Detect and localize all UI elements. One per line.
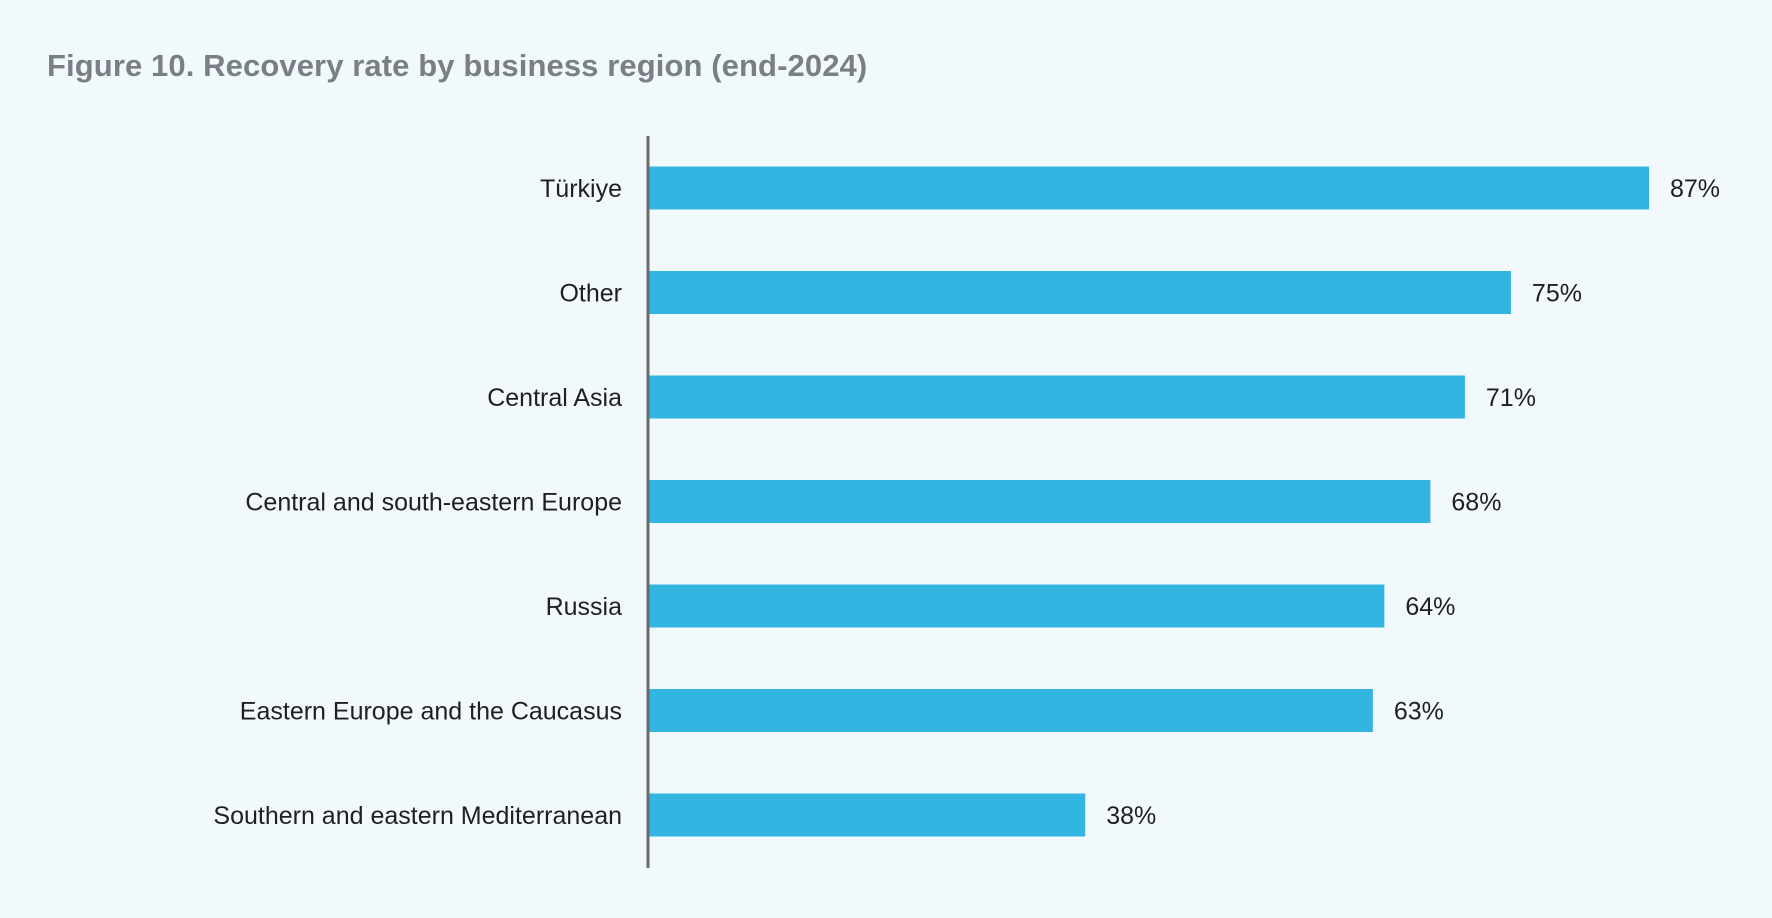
bar-5 — [648, 689, 1373, 732]
bar-2 — [648, 375, 1465, 419]
category-label: Other — [559, 280, 622, 308]
bar-1 — [648, 271, 1511, 314]
category-label: Eastern Europe and the Caucasus — [240, 698, 622, 726]
bar-0 — [648, 166, 1649, 210]
category-label: Central and south-eastern Europe — [245, 489, 622, 517]
bar-3 — [648, 480, 1431, 523]
category-label: Türkiye — [540, 175, 622, 203]
value-label: 68% — [1451, 489, 1501, 517]
value-label: 71% — [1486, 384, 1536, 412]
category-labels: Türkiye Other Central Asia Central and sout… — [213, 175, 622, 830]
value-label: 64% — [1405, 593, 1455, 621]
category-label: Southern and eastern Mediterranean — [213, 802, 622, 830]
value-label: 87% — [1670, 175, 1720, 203]
chart-title: Figure 10. Recovery rate by business reg… — [47, 48, 868, 83]
value-label: 75% — [1532, 280, 1582, 308]
category-label: Russia — [546, 593, 623, 621]
value-label: 63% — [1394, 698, 1444, 726]
value-label: 38% — [1106, 802, 1156, 830]
bar-4 — [648, 584, 1385, 628]
bars-group — [648, 166, 1649, 837]
value-labels: 87% 75% 71% 68% 64% 63% 38% — [1106, 175, 1720, 830]
bar-6 — [648, 793, 1086, 837]
category-label: Central Asia — [487, 384, 622, 412]
